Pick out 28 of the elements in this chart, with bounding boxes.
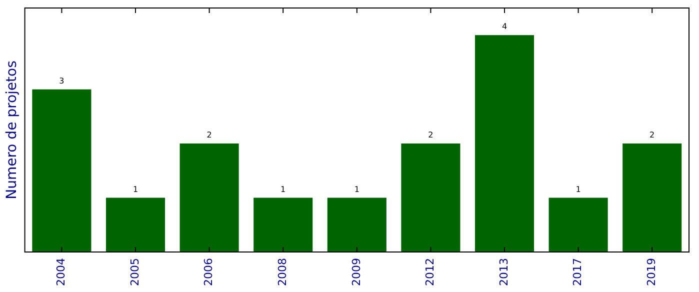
data-label: 1 <box>280 184 286 194</box>
bar <box>180 144 239 252</box>
x-tick-label: 2008 <box>276 258 289 286</box>
x-tick-label: 2013 <box>497 258 510 286</box>
x-tick-label: 2005 <box>128 258 142 286</box>
data-label: 2 <box>650 130 655 140</box>
bar <box>106 198 166 252</box>
data-label: 1 <box>576 184 581 194</box>
data-label: 4 <box>502 22 508 32</box>
data-label: 1 <box>354 184 360 194</box>
data-label: 2 <box>428 130 434 140</box>
bar <box>254 198 313 252</box>
bar <box>32 89 92 252</box>
data-label: 1 <box>132 184 138 194</box>
bar <box>327 198 386 252</box>
y-axis-title: Numero de projetos <box>4 60 20 200</box>
bar <box>474 35 534 252</box>
x-tick-label: 2012 <box>424 258 437 286</box>
data-label: 2 <box>206 130 212 140</box>
bar <box>622 144 682 252</box>
bar <box>548 198 608 252</box>
x-tick-label: 2006 <box>202 258 216 286</box>
x-tick-label: 2009 <box>350 258 363 286</box>
x-tick-label: 2004 <box>54 258 68 286</box>
data-label: 3 <box>59 76 64 86</box>
x-tick-label: 2019 <box>644 258 658 286</box>
x-tick-label: 2017 <box>571 258 584 286</box>
bar <box>401 144 460 252</box>
